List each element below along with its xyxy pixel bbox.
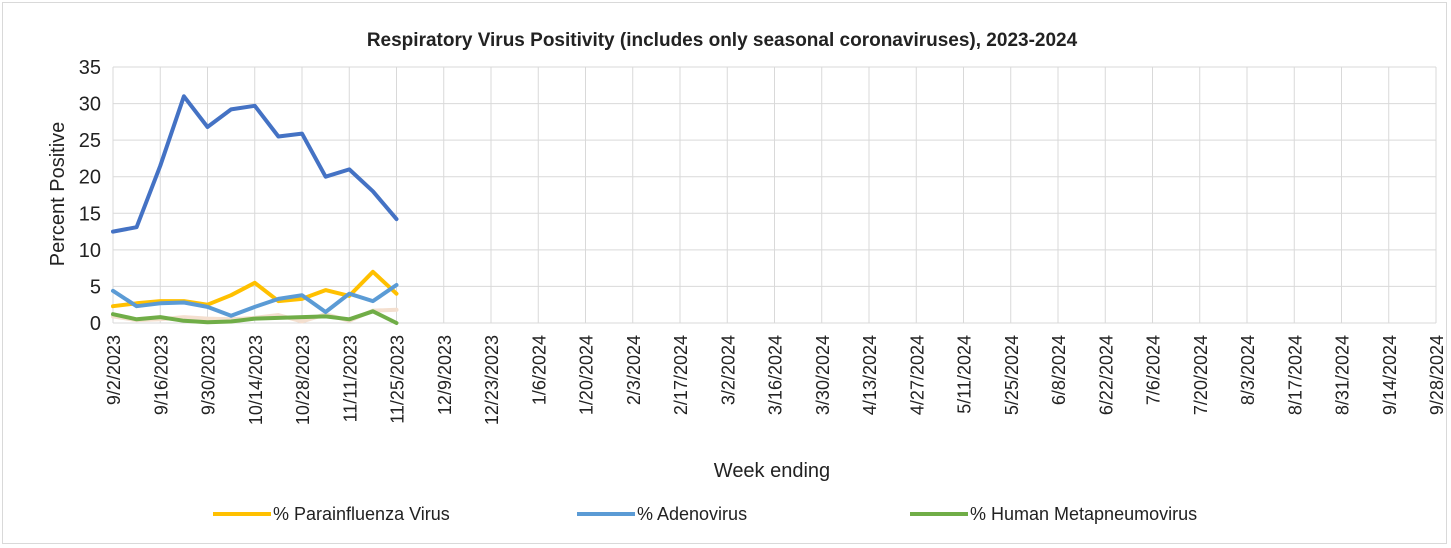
legend-item-metapneumovirus: % Human Metapneumovirus (910, 503, 1197, 525)
y-tick-label: 20 (79, 167, 101, 189)
series-lines (111, 94, 399, 325)
series-line-0 (111, 94, 399, 234)
x-tick-label: 8/3/2024 (1238, 335, 1258, 405)
legend-item-parainfluenza: % Parainfluenza Virus (213, 503, 450, 525)
legend-label-parainfluenza: % Parainfluenza Virus (273, 503, 450, 524)
x-tick-label: 6/8/2024 (1049, 335, 1069, 405)
x-tick-label: 6/22/2024 (1096, 335, 1116, 415)
x-tick-label: 9/2/2023 (104, 335, 124, 405)
legend-swatch-parainfluenza (213, 512, 271, 516)
legend-label-metapneumovirus: % Human Metapneumovirus (970, 503, 1198, 524)
x-tick-label: 4/13/2024 (860, 335, 880, 415)
x-tick-label: 3/16/2024 (766, 335, 786, 415)
series-line-3 (111, 309, 399, 325)
x-tick-label: 5/11/2024 (955, 335, 975, 414)
x-tick-label: 9/14/2024 (1380, 335, 1400, 415)
x-tick-label: 1/6/2024 (529, 335, 549, 405)
x-tick-label: 5/25/2024 (1002, 335, 1022, 415)
legend-item-adenovirus: % Adenovirus (577, 503, 747, 525)
x-tick-label: 11/11/2023 (340, 335, 360, 422)
gridlines (112, 66, 1437, 324)
y-tick-label: 35 (79, 57, 101, 79)
y-tick-label: 15 (79, 203, 101, 225)
x-tick-label: 9/16/2023 (151, 335, 171, 415)
x-tick-label: 4/27/2024 (907, 335, 927, 415)
y-tick-labels: 0 5 10 15 20 25 30 35 (79, 57, 101, 335)
x-tick-labels: 9/2/2023 9/16/2023 9/30/2023 10/14/2023 10/2… (104, 335, 1447, 425)
x-tick-label: 3/2/2024 (718, 335, 738, 405)
x-tick-label: 7/20/2024 (1191, 335, 1211, 415)
x-tick-label: 11/25/2023 (388, 335, 408, 424)
legend-swatch-adenovirus (577, 512, 635, 516)
x-tick-label: 7/6/2024 (1144, 335, 1164, 405)
x-axis-label: Week ending (714, 460, 830, 482)
chart-title: Respiratory Virus Positivity (includes o… (367, 30, 1078, 51)
y-axis-label: Percent Positive (47, 122, 69, 267)
x-tick-label: 12/9/2023 (435, 335, 455, 415)
y-tick-label: 5 (90, 276, 101, 298)
x-tick-label: 12/23/2023 (482, 335, 502, 425)
legend-swatch-metapneumovirus (910, 512, 968, 516)
x-tick-label: 8/31/2024 (1333, 335, 1353, 415)
y-tick-label: 30 (79, 94, 101, 116)
x-tick-label: 1/20/2024 (577, 335, 597, 415)
x-tick-label: 3/30/2024 (813, 335, 833, 415)
legend-label-adenovirus: % Adenovirus (637, 503, 748, 524)
y-tick-label: 25 (79, 130, 101, 152)
x-tick-label: 10/14/2023 (246, 335, 266, 425)
x-tick-label: 9/30/2023 (199, 335, 219, 415)
x-tick-label: 2/17/2024 (671, 335, 691, 415)
series-line-2 (111, 283, 399, 318)
x-tick-label: 2/3/2024 (624, 335, 644, 405)
x-tick-label: 8/17/2024 (1285, 335, 1305, 415)
y-tick-label: 10 (79, 240, 101, 262)
y-tick-label: 0 (90, 313, 101, 335)
x-tick-label: 9/28/2024 (1427, 335, 1447, 415)
x-tick-label: 10/28/2023 (293, 335, 313, 425)
